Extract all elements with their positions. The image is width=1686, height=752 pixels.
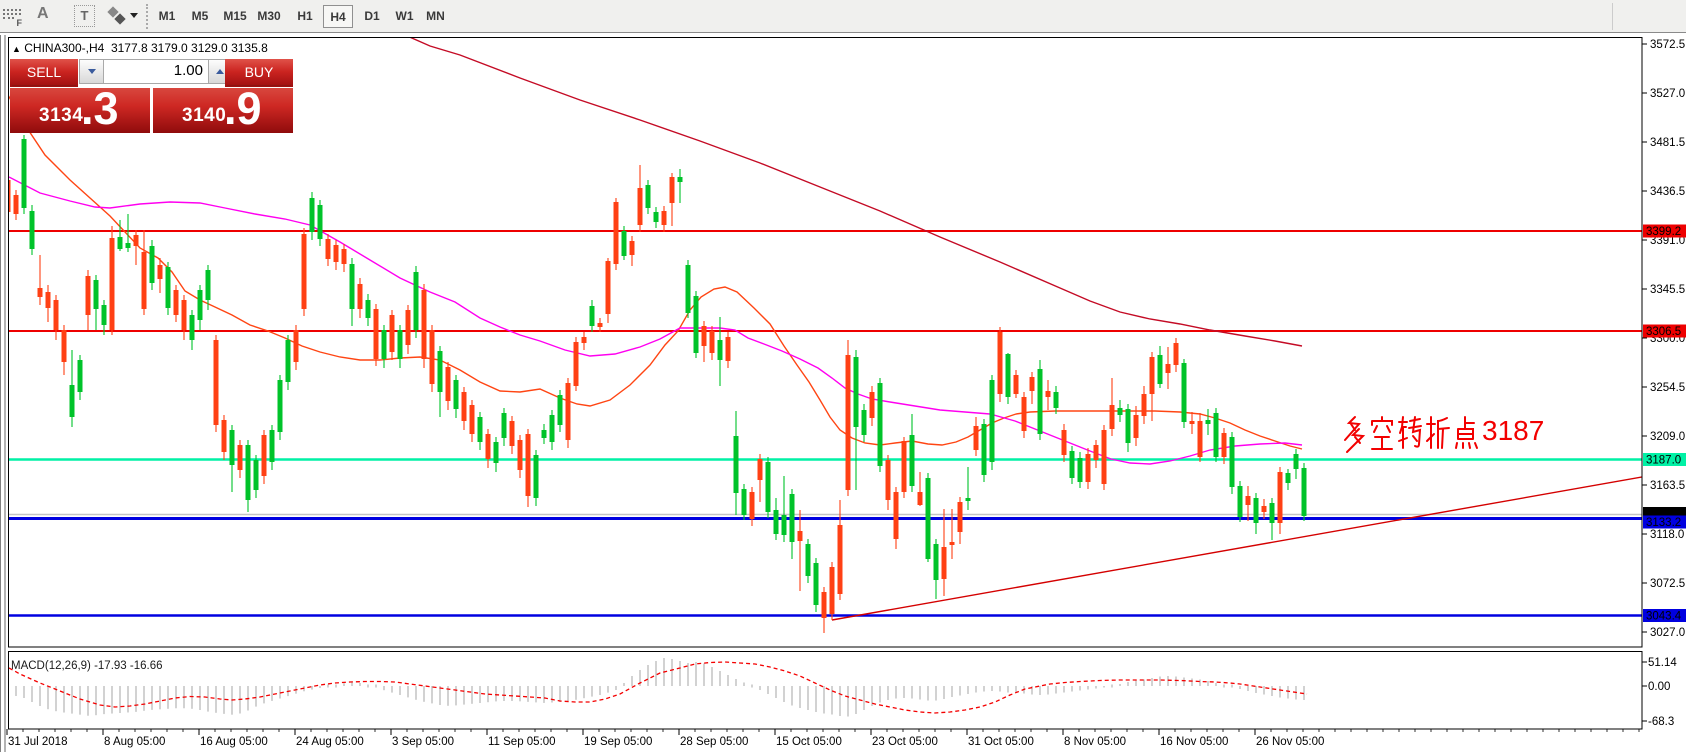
svg-text:19 Sep 05:00: 19 Sep 05:00 [584,736,652,748]
svg-text:3391.0: 3391.0 [1650,235,1685,247]
svg-text:31 Oct 05:00: 31 Oct 05:00 [968,736,1034,748]
svg-text:3133.2: 3133.2 [1646,517,1681,529]
svg-text:3436.5: 3436.5 [1650,186,1685,198]
svg-text:3345.5: 3345.5 [1650,284,1685,296]
svg-text:3163.5: 3163.5 [1650,480,1685,492]
svg-text:MACD(12,26,9) -17.93 -16.66: MACD(12,26,9) -17.93 -16.66 [11,660,163,672]
svg-text:26 Nov 05:00: 26 Nov 05:00 [1256,736,1324,748]
svg-text:23 Oct 05:00: 23 Oct 05:00 [872,736,938,748]
svg-text:16 Aug 05:00: 16 Aug 05:00 [200,736,268,748]
svg-text:8 Aug 05:00: 8 Aug 05:00 [104,736,165,748]
svg-text:3072.5: 3072.5 [1650,578,1685,590]
svg-text:3572.5: 3572.5 [1650,39,1685,51]
svg-text:3527.0: 3527.0 [1650,88,1685,100]
svg-text:15 Oct 05:00: 15 Oct 05:00 [776,736,842,748]
svg-text:3027.0: 3027.0 [1650,627,1685,639]
svg-text:3043.4: 3043.4 [1646,611,1682,623]
svg-text:3481.5: 3481.5 [1650,137,1685,149]
svg-text:3187.0: 3187.0 [1646,455,1681,467]
svg-text:31 Jul 2018: 31 Jul 2018 [8,736,67,748]
svg-text:0.00: 0.00 [1648,681,1670,693]
svg-text:3306.5: 3306.5 [1646,326,1681,338]
svg-text:8 Nov 05:00: 8 Nov 05:00 [1064,736,1126,748]
svg-text:3254.5: 3254.5 [1650,382,1685,394]
svg-text:3187: 3187 [1482,415,1544,446]
svg-text:11 Sep 05:00: 11 Sep 05:00 [488,736,556,748]
svg-text:3399.2: 3399.2 [1646,226,1681,238]
svg-text:3209.0: 3209.0 [1650,431,1685,443]
svg-text:28 Sep 05:00: 28 Sep 05:00 [680,736,748,748]
svg-text:3 Sep 05:00: 3 Sep 05:00 [392,736,454,748]
svg-text:24 Aug 05:00: 24 Aug 05:00 [296,736,364,748]
svg-text:3118.0: 3118.0 [1650,529,1684,541]
svg-text:51.14: 51.14 [1648,657,1677,669]
svg-text:16 Nov 05:00: 16 Nov 05:00 [1160,736,1228,748]
svg-text:-68.3: -68.3 [1648,716,1674,728]
